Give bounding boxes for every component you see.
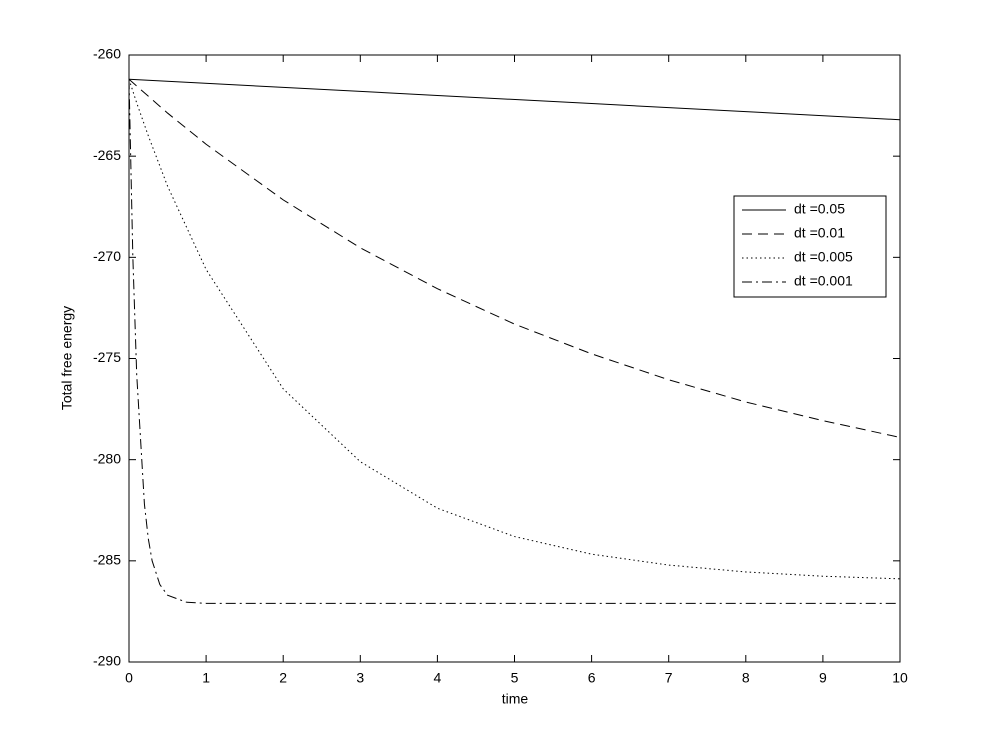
x-tick-label: 0 (125, 670, 133, 686)
legend-label: dt =0.001 (794, 273, 853, 289)
series-line (128, 78, 901, 121)
x-tick-label: 6 (588, 670, 596, 686)
series-line (128, 79, 901, 580)
x-tick-label: 7 (665, 670, 673, 686)
x-axis-label: time (502, 691, 529, 707)
legend-box (733, 195, 887, 298)
y-tick-label: -270 (93, 248, 121, 264)
x-tick-label: 10 (892, 670, 908, 686)
y-tick-label: -280 (93, 450, 121, 466)
x-tick-label: 1 (202, 670, 210, 686)
y-tick-label: -285 (93, 552, 121, 568)
y-tick-label: -260 (93, 46, 121, 62)
x-tick-label: 3 (356, 670, 364, 686)
x-tick-label: 8 (742, 670, 750, 686)
legend-label: dt =0.05 (794, 201, 845, 217)
y-tick-label: -275 (93, 349, 121, 365)
series-line (128, 78, 901, 438)
legend-label: dt =0.01 (794, 225, 845, 241)
x-tick-label: 9 (819, 670, 827, 686)
y-axis-label: Total free energy (59, 306, 75, 410)
y-tick-label: -265 (93, 147, 121, 163)
y-tick-label: -290 (93, 653, 121, 669)
x-tick-label: 5 (511, 670, 519, 686)
x-tick-label: 2 (279, 670, 287, 686)
series-line (128, 79, 900, 604)
x-tick-label: 4 (434, 670, 442, 686)
legend-label: dt =0.005 (794, 249, 853, 265)
